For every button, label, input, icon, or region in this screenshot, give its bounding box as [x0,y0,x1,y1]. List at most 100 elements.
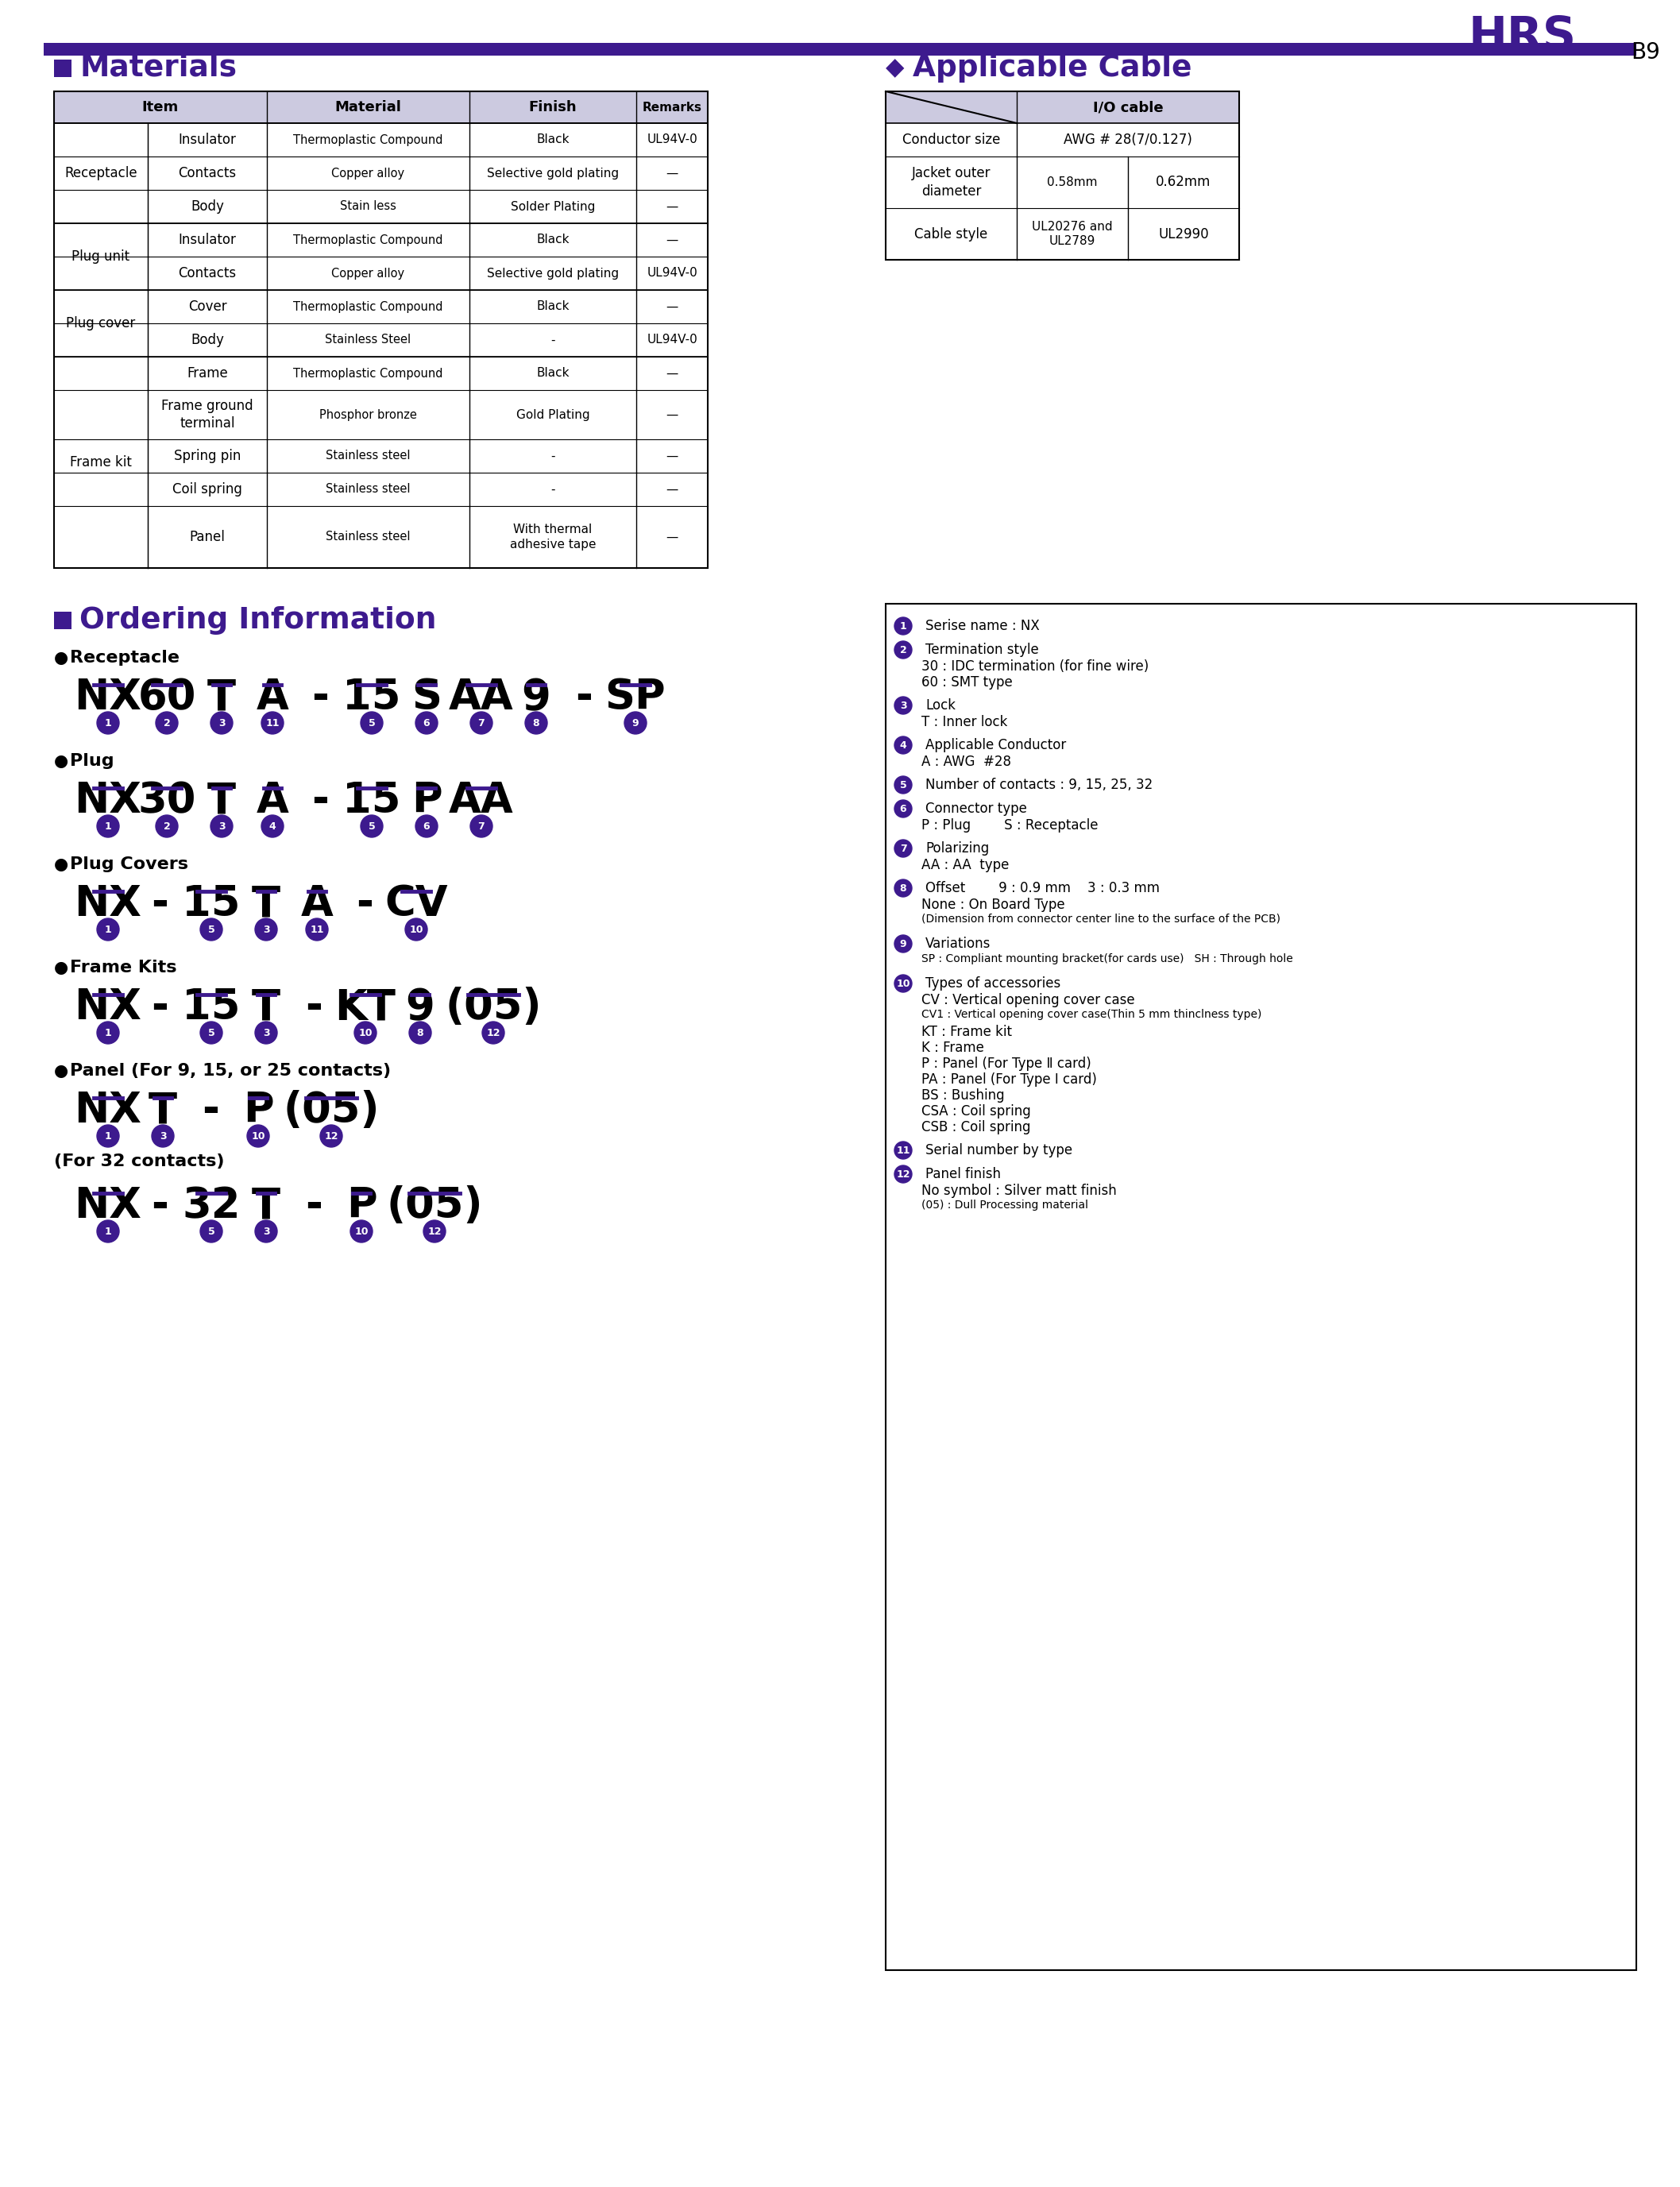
Text: 8: 8 [900,884,907,892]
Text: Panel: Panel [190,529,225,545]
Text: —: — [665,483,679,494]
Text: Applicable Cable: Applicable Cable [912,55,1191,83]
Text: Selective gold plating: Selective gold plating [487,267,618,280]
Text: 15: 15 [181,986,240,1028]
Text: 3: 3 [900,700,907,711]
Text: (05) : Dull Processing material: (05) : Dull Processing material [921,1198,1089,1212]
Text: -: - [151,1185,168,1227]
Text: 5: 5 [900,781,907,790]
Text: Applicable Conductor: Applicable Conductor [926,737,1067,752]
Text: 10: 10 [410,925,423,934]
Text: Plug Covers: Plug Covers [71,857,188,873]
Text: —: — [665,451,679,461]
Text: Stainless Steel: Stainless Steel [326,335,412,346]
Text: KT : Frame kit: KT : Frame kit [921,1026,1011,1039]
Circle shape [470,816,492,838]
Text: A : AWG  #28: A : AWG #28 [921,755,1011,770]
Bar [54,92,707,569]
Bar [44,44,1636,55]
Text: Ordering Information: Ordering Information [79,606,437,634]
Circle shape [200,1021,222,1043]
Text: Stainless steel: Stainless steel [326,531,410,542]
Text: Spring pin: Spring pin [173,448,240,464]
Bar [54,612,72,630]
Text: NX: NX [74,781,141,822]
Text: Frame: Frame [186,365,228,381]
Text: Thermoplastic Compound: Thermoplastic Compound [294,234,444,245]
Text: 5: 5 [368,717,375,728]
Circle shape [200,919,222,940]
Text: P : Panel (For Type Ⅱ card): P : Panel (For Type Ⅱ card) [921,1056,1092,1072]
Text: UL20276 and
UL2789: UL20276 and UL2789 [1032,221,1112,247]
Text: Insulator: Insulator [178,232,237,247]
Circle shape [262,816,284,838]
Text: Body: Body [192,332,223,348]
Circle shape [255,1021,277,1043]
Text: 7: 7 [477,717,486,728]
Text: NX: NX [74,676,141,717]
Text: AA: AA [449,676,514,717]
Text: -: - [551,451,554,461]
Text: SP: SP [605,676,665,717]
Circle shape [894,617,912,634]
Text: CV: CV [385,884,449,925]
Text: 3: 3 [262,1227,269,1236]
Text: P: P [346,1185,376,1227]
Circle shape [415,711,438,735]
Text: P: P [244,1089,274,1131]
Circle shape [894,879,912,897]
Text: Selective gold plating: Selective gold plating [487,166,618,179]
Circle shape [894,737,912,755]
Text: Lock: Lock [926,698,956,713]
Text: 60 : SMT type: 60 : SMT type [921,676,1013,689]
Circle shape [894,1142,912,1159]
Text: P : Plug        S : Receptacle: P : Plug S : Receptacle [921,818,1099,833]
Text: 30: 30 [138,781,197,822]
Circle shape [526,711,548,735]
Circle shape [97,1124,119,1148]
Circle shape [156,711,178,735]
Text: —: — [665,201,679,212]
Text: -: - [202,1089,218,1131]
Text: ◆: ◆ [885,57,904,81]
Text: A: A [301,884,333,925]
Text: Jacket outer
diameter: Jacket outer diameter [912,166,991,199]
Text: -: - [551,483,554,494]
Text: ●: ● [54,650,69,665]
Text: Solder Plating: Solder Plating [511,201,595,212]
Circle shape [97,919,119,940]
Text: 6: 6 [423,717,430,728]
Text: Material: Material [334,101,402,114]
Text: Plug cover: Plug cover [66,317,136,330]
Text: 1: 1 [104,1227,111,1236]
Text: 8: 8 [533,717,539,728]
Text: CSB : Coil spring: CSB : Coil spring [921,1120,1030,1135]
Text: ●: ● [54,960,69,975]
Text: 8: 8 [417,1028,423,1039]
Text: T: T [252,1185,281,1227]
Text: Serial number by type: Serial number by type [926,1144,1072,1157]
Text: 12: 12 [895,1170,911,1179]
Text: Polarizing: Polarizing [926,842,990,855]
Circle shape [200,1220,222,1242]
Text: A: A [257,676,289,717]
Text: —: — [665,166,679,179]
Text: ●: ● [54,1063,69,1078]
Text: T : Inner lock: T : Inner lock [921,715,1008,728]
Circle shape [351,1220,373,1242]
Text: K : Frame: K : Frame [921,1041,984,1054]
Circle shape [894,840,912,857]
Text: 5: 5 [208,1227,215,1236]
Text: Materials: Materials [79,55,237,83]
Circle shape [361,816,383,838]
Text: —: — [665,367,679,378]
Text: Stain less: Stain less [339,201,396,212]
Text: —: — [665,234,679,245]
Circle shape [894,641,912,658]
Text: Frame ground
terminal: Frame ground terminal [161,398,254,431]
Circle shape [306,919,328,940]
Text: B9: B9 [1631,42,1660,63]
Text: 3: 3 [262,925,269,934]
Text: UL94V-0: UL94V-0 [647,267,697,280]
Text: 1: 1 [104,717,111,728]
